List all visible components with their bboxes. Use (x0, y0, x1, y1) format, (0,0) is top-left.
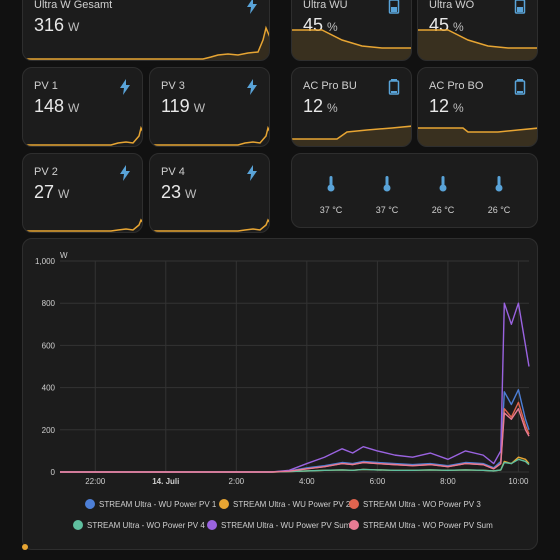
card-pv3[interactable]: PV 3 119 W (149, 67, 270, 147)
y-tick-label: 400 (42, 384, 56, 393)
flash-icon (247, 165, 257, 181)
card-pv4[interactable]: PV 4 23 W (149, 153, 270, 233)
legend-label: STREAM Ultra - WO Power PV 4 (87, 520, 205, 530)
thermometer-icon (495, 176, 503, 192)
x-tick-label: 6:00 (370, 477, 386, 486)
legend-swatch (85, 499, 95, 509)
sparkline (292, 29, 411, 60)
flash-icon (247, 79, 257, 95)
chart-legend: STREAM Ultra - WU Power PV 1 STREAM Ultra… (23, 493, 537, 533)
legend-item[interactable]: STREAM Ultra - WO Power PV 4 (73, 520, 205, 530)
legend-swatch (349, 499, 359, 509)
card-ultra-gesamt[interactable]: Ultra W Gesamt 316 W (22, 0, 270, 61)
card-value: 12% (303, 96, 338, 116)
card-ultra-wu[interactable]: Ultra WU 45% (291, 0, 412, 61)
legend-item[interactable]: STREAM Ultra - WO Power PV 3 (349, 499, 481, 509)
temperature-value: 37 °C (319, 205, 343, 215)
flash-icon (120, 165, 130, 181)
series-line[interactable] (60, 389, 530, 473)
legend-swatch (73, 520, 83, 530)
series-line[interactable] (60, 302, 530, 473)
card-pv1[interactable]: PV 1 148 W (22, 67, 143, 147)
card-title: Ultra WU (303, 0, 348, 11)
card-title: Ultra W Gesamt (34, 0, 113, 11)
card-title: PV 2 (34, 166, 58, 178)
card-title: PV 4 (161, 166, 185, 178)
temperature-value: 37 °C (375, 205, 399, 215)
card-value: 12% (429, 96, 464, 116)
legend-label: STREAM Ultra - WU Power PV 1 (99, 499, 217, 509)
x-tick-label: 2:00 (229, 477, 245, 486)
x-tick-label: 8:00 (440, 477, 456, 486)
card-value: 148 W (34, 96, 80, 116)
card-pv2[interactable]: PV 2 27 W (22, 153, 143, 233)
thermometer-icon (327, 176, 335, 192)
sparkline (23, 25, 269, 60)
temperature-value: 26 °C (431, 205, 455, 215)
card-value: 27 W (34, 182, 70, 202)
y-tick-label: 1,000 (35, 257, 56, 266)
next-card-edge (22, 544, 28, 550)
sparkline (292, 125, 411, 146)
series-line[interactable] (60, 458, 530, 473)
thermometer-icon (383, 176, 391, 192)
x-tick-label: 4:00 (299, 477, 315, 486)
battery-icon (514, 79, 526, 95)
thermometer-icon (439, 176, 447, 192)
flash-icon (247, 0, 257, 14)
flash-icon (120, 79, 130, 95)
legend-label: STREAM Ultra - WU Power PV Sum (221, 520, 351, 530)
sparkline (23, 125, 142, 146)
legend-item[interactable]: STREAM Ultra - WU Power PV 2 (219, 499, 350, 509)
card-value: 119 W (161, 96, 206, 116)
card-title: AC Pro BU (303, 80, 357, 92)
legend-label: STREAM Ultra - WO Power PV 3 (363, 499, 481, 509)
card-value: 23 W (161, 182, 197, 202)
legend-swatch (207, 520, 217, 530)
card-title: PV 1 (34, 80, 58, 92)
legend-label: STREAM Ultra - WU Power PV 2 (233, 499, 351, 509)
card-title: PV 3 (161, 80, 185, 92)
sparkline (23, 218, 142, 232)
card-ac-pro-bo[interactable]: AC Pro BO 12% (417, 67, 538, 147)
y-tick-label: 200 (42, 426, 56, 435)
x-tick-label: 22:00 (85, 477, 106, 486)
y-axis-label: W (60, 251, 68, 260)
battery-icon (388, 0, 400, 14)
legend-swatch (349, 520, 359, 530)
legend-swatch (219, 499, 229, 509)
battery-icon (388, 79, 400, 95)
card-temperatures[interactable]: 37 °C 37 °C 26 °C 26 °C (291, 153, 538, 228)
card-value: 316 W (34, 15, 80, 35)
series-line[interactable] (60, 407, 530, 473)
x-tick-label: 14. Juli (152, 477, 179, 486)
y-tick-label: 0 (51, 468, 56, 477)
y-tick-label: 600 (42, 341, 56, 350)
legend-item[interactable]: STREAM Ultra - WO Power PV Sum (349, 520, 493, 530)
temperature-value: 26 °C (487, 205, 511, 215)
sparkline (418, 29, 537, 60)
sparkline (418, 127, 537, 146)
legend-item[interactable]: STREAM Ultra - WU Power PV Sum (207, 520, 350, 530)
sparkline (150, 125, 269, 146)
card-ultra-wo[interactable]: Ultra WO 45% (417, 0, 538, 61)
legend-item[interactable]: STREAM Ultra - WU Power PV 1 (85, 499, 216, 509)
series-line[interactable] (60, 401, 530, 473)
y-tick-label: 800 (42, 299, 56, 308)
legend-label: STREAM Ultra - WO Power PV Sum (363, 520, 493, 530)
sparkline (150, 218, 269, 232)
card-ac-pro-bu[interactable]: AC Pro BU 12% (291, 67, 412, 147)
history-graph-card[interactable]: 1,000 800 600 400 200 0 22:00 14. Juli 2:00 4:00 6… (22, 238, 538, 550)
power-history-chart[interactable]: 1,000 800 600 400 200 0 22:00 14. Juli 2:00 4:00 6… (23, 239, 538, 489)
battery-icon (514, 0, 526, 14)
card-title: Ultra WO (429, 0, 475, 11)
card-title: AC Pro BO (429, 80, 484, 92)
x-tick-label: 10:00 (508, 477, 529, 486)
